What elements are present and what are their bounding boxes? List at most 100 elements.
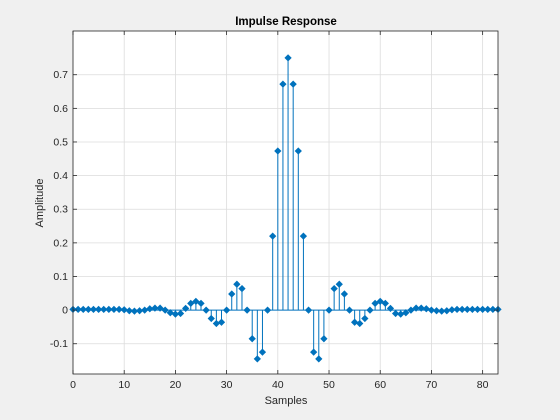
stem-marker [386, 304, 395, 313]
stem-marker [207, 314, 215, 323]
stem-marker [130, 307, 139, 315]
stem-marker [197, 299, 205, 308]
x-axis-label: Samples [265, 395, 308, 407]
stem-marker [187, 299, 195, 308]
stem-marker [289, 80, 297, 88]
stem-marker [294, 147, 302, 155]
y-tick-label: 0 [62, 305, 68, 317]
stem-marker [253, 355, 261, 363]
stem-marker [304, 306, 313, 314]
stem-marker [320, 335, 328, 343]
stem-marker [473, 305, 482, 314]
stem-marker [84, 305, 92, 314]
y-tick-label: 0.5 [53, 136, 68, 148]
stem-marker [110, 305, 118, 314]
stem-marker [222, 306, 231, 314]
stem-marker [248, 335, 256, 343]
stem-marker [166, 309, 174, 317]
x-tick-label: 80 [477, 379, 489, 391]
stem-marker [345, 306, 354, 314]
stem-marker [427, 306, 436, 314]
stem-marker [258, 348, 267, 356]
x-tick-label: 20 [170, 379, 182, 391]
stem-marker [243, 306, 251, 314]
stem-marker [468, 305, 477, 314]
stem-marker [484, 305, 492, 314]
stem-series [69, 54, 502, 363]
stem-marker [269, 232, 277, 240]
x-tick-label: 40 [272, 379, 284, 391]
stem-marker [105, 305, 113, 314]
stem-marker [417, 304, 425, 312]
chart-title: Impulse Response [235, 16, 337, 28]
stem-marker [263, 306, 272, 314]
x-tick-label: 30 [221, 379, 233, 391]
y-tick-label: 0.1 [53, 271, 68, 283]
stem-marker [192, 297, 200, 305]
stem-marker [351, 318, 359, 326]
stem-marker [376, 297, 384, 305]
stem-marker [366, 306, 374, 314]
stem-marker [330, 284, 338, 293]
stem-marker [274, 147, 282, 155]
y-tick-label: -0.1 [50, 338, 68, 350]
stem-marker [284, 54, 292, 62]
stem-marker [315, 355, 323, 363]
plot-area [73, 31, 498, 374]
stem-marker [402, 309, 410, 317]
stem-marker [448, 306, 456, 314]
x-tick-label: 0 [70, 379, 76, 391]
stem-marker [356, 319, 364, 328]
y-tick-label: 0.6 [53, 103, 68, 115]
stem-marker [391, 309, 400, 318]
stem-marker [361, 314, 369, 323]
stem-marker [217, 318, 226, 326]
x-tick-label: 50 [323, 379, 335, 391]
x-tick-label: 70 [426, 379, 438, 391]
stem-marker [412, 304, 420, 312]
stem-marker [340, 290, 349, 298]
stem-marker [238, 284, 246, 293]
stem-marker [422, 305, 430, 313]
stem-marker [151, 304, 159, 312]
stem-marker [182, 304, 190, 313]
x-tick-label: 10 [118, 379, 130, 391]
axis-ticks: 0 10 20 30 40 50 60 70 80 -0.1 0 0.1 0.2 0.3 0.4 0.5 0.6… [50, 31, 498, 391]
stem-marker [125, 307, 133, 315]
stem-marker [432, 307, 441, 315]
stem-marker [381, 299, 389, 308]
stem-marker [89, 305, 98, 314]
stem-marker [161, 306, 169, 314]
stem-marker [202, 306, 210, 314]
stem-marker [489, 305, 497, 314]
y-tick-label: 0.4 [53, 170, 68, 182]
stem-marker [325, 306, 333, 314]
stem-marker [74, 305, 82, 314]
stem-marker [176, 309, 185, 318]
stem-marker [310, 348, 318, 356]
stem-marker [279, 80, 287, 88]
y-tick-label: 0.2 [53, 237, 68, 249]
stem-marker [438, 307, 446, 315]
stem-marker [479, 305, 487, 314]
stem-marker [100, 305, 108, 314]
stem-marker [453, 305, 461, 314]
y-tick-label: 0.7 [53, 69, 68, 81]
stem-marker [299, 232, 308, 240]
stem-marker [115, 305, 123, 314]
stem-marker [335, 280, 343, 288]
y-axis-label: Amplitude [34, 179, 46, 228]
stem-marker [156, 304, 164, 312]
stem-marker [407, 306, 415, 314]
stem-marker [463, 305, 471, 314]
stem-marker [94, 305, 103, 314]
stem-marker [228, 290, 236, 298]
stem-marker [79, 305, 87, 314]
stem-marker [120, 306, 128, 314]
stem-marker [371, 299, 379, 308]
x-tick-label: 60 [374, 379, 386, 391]
y-tick-label: 0.3 [53, 204, 68, 216]
axes-frame [72, 30, 499, 375]
stem-marker [458, 305, 466, 314]
